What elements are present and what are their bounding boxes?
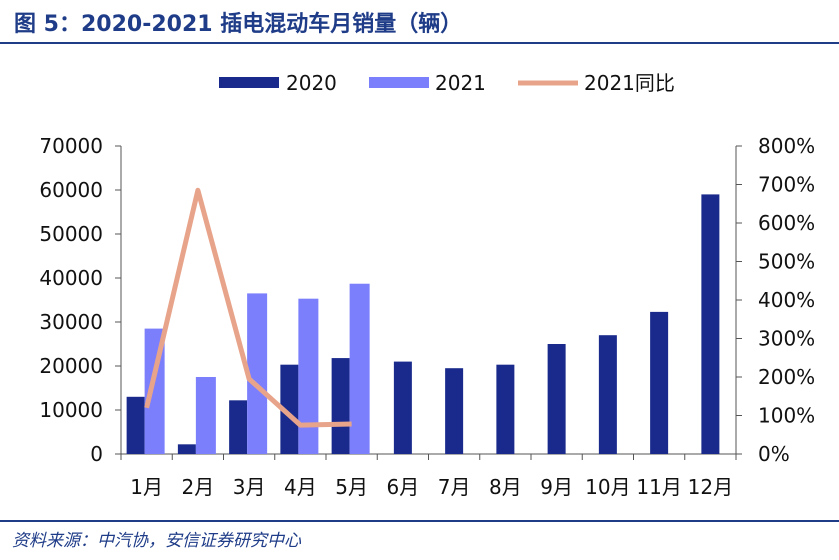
y2-tick-label: 300%: [758, 327, 815, 351]
y-tick-label: 20000: [39, 354, 103, 378]
bar-2021: [247, 293, 268, 454]
page-title: 图 5：2020-2021 插电混动车月销量（辆）: [14, 12, 463, 37]
y-tick-label: 10000: [39, 398, 103, 422]
bar-2021: [298, 298, 319, 454]
y2-tick-label: 0%: [758, 442, 790, 466]
title-divider: [0, 42, 839, 44]
y2-tick-label: 700%: [758, 173, 815, 197]
x-tick-label: 4月: [284, 475, 317, 499]
y2-tick-label: 100%: [758, 404, 815, 428]
bar-2020: [280, 364, 299, 454]
bar-2020: [701, 194, 720, 454]
legend: 2020 2021 2021同比: [219, 71, 675, 95]
x-tick-label: 12月: [688, 475, 733, 499]
footer-divider: [0, 520, 839, 522]
legend-swatch-2021: [369, 77, 429, 88]
bar-2020: [126, 396, 145, 454]
legend-swatch-2020: [219, 77, 279, 88]
bar-2020: [445, 368, 464, 454]
x-tick-label: 7月: [438, 475, 471, 499]
bars: [126, 194, 720, 454]
bar-2020: [229, 400, 248, 454]
x-tick-label: 11月: [636, 475, 681, 499]
y-tick-label: 50000: [39, 222, 103, 246]
bar-2020: [177, 444, 196, 454]
y-tick-label: 60000: [39, 178, 103, 202]
legend-label-2020: 2020: [286, 71, 337, 95]
x-tick-label: 8月: [489, 475, 522, 499]
x-tick-label: 1月: [130, 475, 163, 499]
yoy-line: [144, 187, 352, 428]
bar-2021: [195, 377, 216, 454]
legend-label-2021: 2021: [435, 71, 486, 95]
bar-2021: [349, 283, 370, 454]
axes: 0 10000 20000 30000 40000 50000 60000 70000 0% 10…: [39, 134, 815, 499]
legend-label-yoy: 2021同比: [584, 71, 675, 95]
y2-tick-label: 400%: [758, 288, 815, 312]
sales-chart: 2020 2021 2021同比 0 10000 20000 30000 40000 50…: [39, 71, 815, 499]
bar-2020: [650, 311, 669, 454]
y-tick-label: 40000: [39, 266, 103, 290]
bar-2020: [393, 361, 412, 454]
y2-tick-label: 500%: [758, 250, 815, 274]
x-tick-label: 10月: [585, 475, 630, 499]
bar-2020: [598, 335, 617, 454]
y-tick-label: 30000: [39, 310, 103, 334]
x-tick-label: 9月: [540, 475, 573, 499]
bar-2020: [331, 358, 350, 454]
x-tick-label: 5月: [335, 475, 368, 499]
x-tick-label: 2月: [182, 475, 215, 499]
x-tick-label: 6月: [387, 475, 420, 499]
x-tick-label: 3月: [233, 475, 266, 499]
source-note: 资料来源：中汽协，安信证券研究中心: [12, 531, 301, 551]
y2-tick-label: 200%: [758, 365, 815, 389]
y-tick-label: 70000: [39, 134, 103, 158]
bar-2020: [496, 364, 515, 454]
bar-2020: [547, 344, 566, 454]
y-tick-label: 0: [90, 442, 103, 466]
y2-tick-label: 800%: [758, 134, 815, 158]
y2-tick-label: 600%: [758, 211, 815, 235]
